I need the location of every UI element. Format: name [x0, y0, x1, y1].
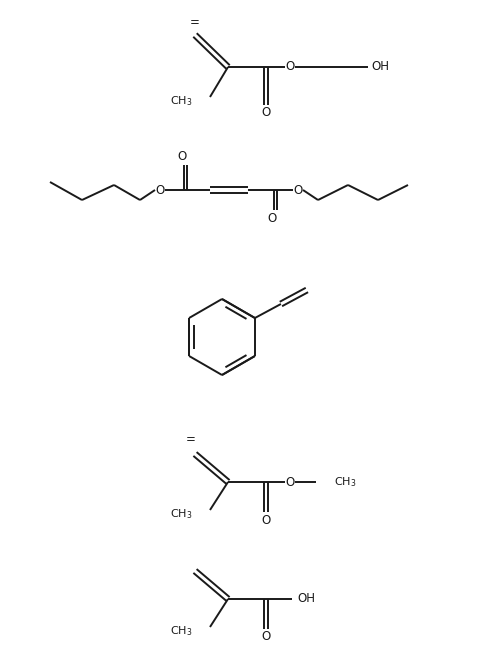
- Text: O: O: [261, 630, 270, 644]
- Text: CH$_3$: CH$_3$: [334, 475, 357, 489]
- Text: O: O: [177, 151, 187, 163]
- Text: O: O: [261, 514, 270, 526]
- Text: CH$_3$: CH$_3$: [170, 624, 192, 638]
- Text: CH$_3$: CH$_3$: [170, 507, 192, 521]
- Text: O: O: [285, 61, 294, 73]
- Text: =: =: [186, 434, 196, 446]
- Text: O: O: [268, 211, 277, 225]
- Text: OH: OH: [371, 59, 389, 73]
- Text: O: O: [285, 476, 294, 488]
- Text: O: O: [294, 183, 303, 197]
- Text: =: =: [190, 17, 200, 29]
- Text: CH$_3$: CH$_3$: [170, 94, 192, 108]
- Text: O: O: [155, 183, 165, 197]
- Text: O: O: [261, 107, 270, 119]
- Text: OH: OH: [297, 592, 315, 606]
